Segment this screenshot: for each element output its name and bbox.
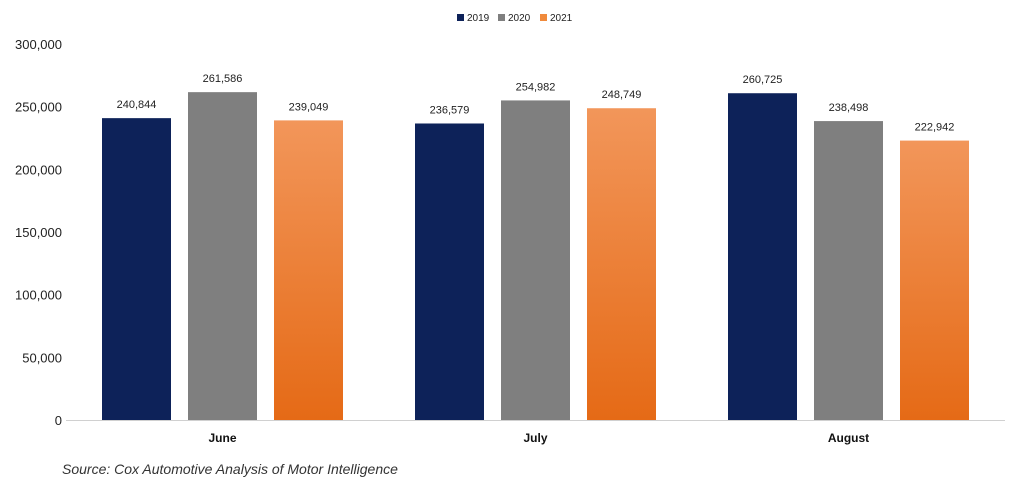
bar-june-2019 xyxy=(102,118,171,421)
data-label: 222,942 xyxy=(915,122,955,134)
y-tick-label: 50,000 xyxy=(22,350,62,365)
legend-swatch-2020 xyxy=(498,14,505,21)
x-axis: June July August xyxy=(66,420,1005,445)
bar-july-2021 xyxy=(587,108,656,420)
bar-august-2020 xyxy=(814,121,883,420)
legend-label-2020: 2020 xyxy=(508,13,531,24)
y-tick-label: 200,000 xyxy=(15,162,62,177)
legend-swatch-2019 xyxy=(457,14,464,21)
category-label: July xyxy=(523,431,547,445)
bars xyxy=(102,92,969,421)
bar-june-2021 xyxy=(274,120,343,421)
data-label: 260,725 xyxy=(743,74,783,86)
y-tick-label: 300,000 xyxy=(15,37,62,52)
legend-label-2019: 2019 xyxy=(467,13,490,24)
y-tick-label: 150,000 xyxy=(15,225,62,240)
legend-label-2021: 2021 xyxy=(550,13,573,24)
data-label: 239,049 xyxy=(289,101,329,113)
bar-august-2021 xyxy=(900,140,969,421)
category-label: June xyxy=(208,431,236,445)
source-note: Source: Cox Automotive Analysis of Motor… xyxy=(62,461,398,477)
category-label: August xyxy=(828,431,869,445)
bar-june-2020 xyxy=(188,92,257,421)
data-label: 238,498 xyxy=(829,102,869,114)
data-label: 254,982 xyxy=(516,81,556,93)
data-label: 240,844 xyxy=(117,99,157,111)
legend-swatch-2021 xyxy=(540,14,547,21)
data-labels: 240,844 261,586 239,049 236,579 254,982 248,7… xyxy=(117,73,955,133)
data-label: 261,586 xyxy=(203,73,243,85)
y-axis: 0 50,000 100,000 150,000 200,000 250,000 300,0… xyxy=(15,37,62,428)
y-tick-label: 250,000 xyxy=(15,100,62,115)
data-label: 248,749 xyxy=(602,89,642,101)
legend: 2019 2020 2021 xyxy=(457,13,573,24)
bar-august-2019 xyxy=(728,93,797,420)
bar-july-2020 xyxy=(501,100,570,421)
y-tick-label: 100,000 xyxy=(15,288,62,303)
bar-july-2019 xyxy=(415,123,484,420)
y-tick-label: 0 xyxy=(55,413,62,428)
data-label: 236,579 xyxy=(430,104,470,116)
